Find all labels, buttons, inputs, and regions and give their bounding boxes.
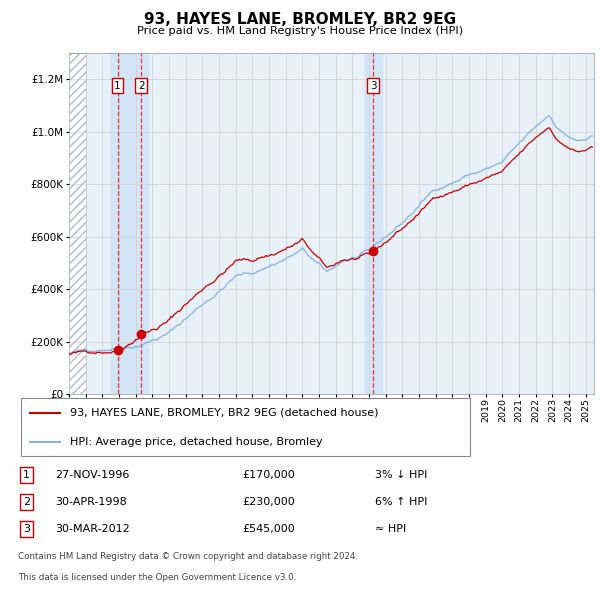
Text: 27-NOV-1996: 27-NOV-1996 xyxy=(55,470,130,480)
Text: 3% ↓ HPI: 3% ↓ HPI xyxy=(375,470,427,480)
Text: 2: 2 xyxy=(138,81,145,91)
Text: £170,000: £170,000 xyxy=(242,470,295,480)
Text: Contains HM Land Registry data © Crown copyright and database right 2024.: Contains HM Land Registry data © Crown c… xyxy=(18,552,358,561)
Text: 30-MAR-2012: 30-MAR-2012 xyxy=(55,524,130,534)
Bar xyxy=(69,53,86,394)
Bar xyxy=(365,53,382,394)
Text: £230,000: £230,000 xyxy=(242,497,295,507)
Text: 30-APR-1998: 30-APR-1998 xyxy=(55,497,127,507)
Text: £545,000: £545,000 xyxy=(242,524,295,534)
Text: ≈ HPI: ≈ HPI xyxy=(375,524,406,534)
Text: 1: 1 xyxy=(114,81,121,91)
Text: Price paid vs. HM Land Registry's House Price Index (HPI): Price paid vs. HM Land Registry's House … xyxy=(137,26,463,36)
Bar xyxy=(110,53,148,394)
Text: 3: 3 xyxy=(370,81,376,91)
Text: 3: 3 xyxy=(23,524,30,534)
Text: 2: 2 xyxy=(23,497,30,507)
Text: 6% ↑ HPI: 6% ↑ HPI xyxy=(375,497,427,507)
Text: 1: 1 xyxy=(23,470,30,480)
FancyBboxPatch shape xyxy=(20,398,470,456)
Text: 93, HAYES LANE, BROMLEY, BR2 9EG (detached house): 93, HAYES LANE, BROMLEY, BR2 9EG (detach… xyxy=(70,408,378,418)
Text: This data is licensed under the Open Government Licence v3.0.: This data is licensed under the Open Gov… xyxy=(18,572,296,582)
Text: HPI: Average price, detached house, Bromley: HPI: Average price, detached house, Brom… xyxy=(70,437,322,447)
Text: 93, HAYES LANE, BROMLEY, BR2 9EG: 93, HAYES LANE, BROMLEY, BR2 9EG xyxy=(144,12,456,27)
